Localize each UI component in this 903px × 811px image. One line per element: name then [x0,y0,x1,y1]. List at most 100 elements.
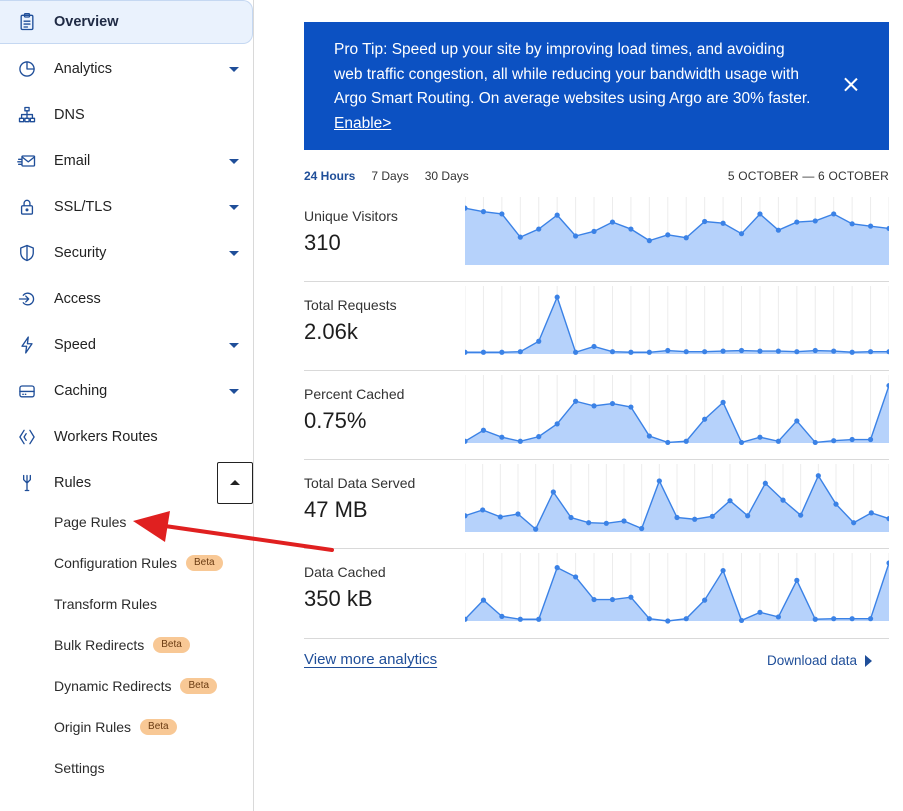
metric-label: Unique Visitors [304,208,398,224]
sparkline-data-cached[interactable] [465,553,889,633]
data-point [591,343,597,350]
view-more-analytics-link[interactable]: View more analytics [304,651,438,668]
workers-icon [16,426,38,448]
data-point [757,348,763,354]
data-point [849,349,855,355]
sidebar-item-label: Workers Routes [54,429,158,445]
data-point [639,525,645,532]
series-area [465,297,889,354]
data-point [702,218,708,225]
data-point [775,614,781,620]
data-point [794,349,800,355]
sidebar-item-speed[interactable]: Speed [0,323,253,367]
sidebar-subitem-transform-rules[interactable]: Transform Rules [54,593,157,615]
data-point [683,616,689,622]
data-point [757,211,763,217]
lightning-icon [16,334,38,356]
chevron-down-icon[interactable] [229,388,239,394]
enable-link[interactable]: Enable> [334,114,392,132]
data-point [683,235,689,241]
chevron-down-icon[interactable] [229,342,239,348]
sparkline-unique-visitors[interactable] [465,197,889,277]
chevron-down-icon[interactable] [229,158,239,164]
data-point [609,596,616,603]
data-point [692,516,698,522]
chevron-down-icon[interactable] [229,204,239,210]
clipboard-icon [16,11,38,33]
data-point [815,473,821,479]
data-point [465,205,468,211]
close-icon[interactable] [842,76,860,94]
chevron-down-icon[interactable] [229,250,239,256]
range-24-hours[interactable]: 24 Hours [304,169,356,183]
data-point [499,349,505,355]
data-point [831,616,837,622]
sidebar-item-access[interactable]: Access [0,277,253,321]
sidebar-subitem-settings[interactable]: Settings [54,757,105,779]
sidebar-item-analytics[interactable]: Analytics [0,47,253,91]
time-range-selector: 24 Hours 7 Days 30 Days [304,169,469,183]
series-line [465,295,889,354]
sidebar-subitem-bulk-redirects[interactable]: Bulk Redirects Beta [54,634,190,656]
sparkline-percent-cached[interactable] [465,375,889,455]
data-point [517,616,523,622]
data-point [646,616,652,622]
data-point [499,613,505,619]
data-point [628,349,634,355]
sidebar-item-overview[interactable]: Overview [0,0,253,44]
subitem-label: Dynamic Redirects [54,678,172,694]
data-point [775,348,781,354]
data-point [720,399,726,405]
data-point [702,349,708,355]
data-point [517,438,523,444]
download-data-button[interactable]: Download data [767,653,873,668]
sidebar-item-email[interactable]: Email [0,139,253,183]
data-point [849,616,855,622]
beta-badge: Beta [185,555,223,571]
range-7-days[interactable]: 7 Days [371,169,409,183]
data-point [738,231,745,237]
sidebar-item-caching[interactable]: Caching [0,369,253,413]
data-point [683,349,689,355]
data-point [480,209,487,215]
data-point [683,438,689,444]
data-point [720,348,726,354]
data-point [867,349,874,355]
data-point [609,349,616,355]
data-point [573,233,579,239]
sidebar-subitem-page-rules[interactable]: Page Rules [54,511,126,533]
series-area [465,563,889,621]
metric-percent-cached: Percent Cached 0.75% [304,371,889,460]
rules-collapse-button[interactable] [217,462,253,504]
sidebar-item-dns[interactable]: DNS [0,93,253,137]
data-point [533,526,539,532]
data-point [665,232,671,238]
sidebar-subitem-dynamic-redirects[interactable]: Dynamic Redirects Beta [54,675,218,697]
data-point [480,597,487,603]
data-point [591,403,597,409]
data-point [867,436,874,443]
sparkline-total-data-served[interactable] [465,464,889,544]
data-point [465,438,468,444]
data-point [738,347,745,354]
sidebar-subitem-origin-rules[interactable]: Origin Rules Beta [54,716,177,738]
beta-badge: Beta [153,637,190,653]
data-point [465,513,468,519]
sidebar-item-label: Rules [54,475,92,491]
data-point [573,349,579,355]
data-point [499,211,505,217]
chevron-down-icon[interactable] [229,66,239,72]
range-30-days[interactable]: 30 Days [424,169,469,183]
data-point [674,514,680,521]
data-point [794,219,800,225]
sidebar-subitem-configuration-rules[interactable]: Configuration Rules Beta [54,552,223,574]
sidebar-item-security[interactable]: Security [0,231,253,275]
data-point [568,514,574,521]
sparkline-total-requests[interactable] [465,286,889,366]
metric-label: Data Cached [304,564,386,580]
sidebar-item-workers-routes[interactable]: Workers Routes [0,415,253,459]
data-point [886,560,889,566]
data-point [536,616,542,622]
sidebar-item-ssl-tls[interactable]: SSL/TLS [0,185,253,229]
sidebar-item-rules[interactable]: Rules [0,461,253,505]
